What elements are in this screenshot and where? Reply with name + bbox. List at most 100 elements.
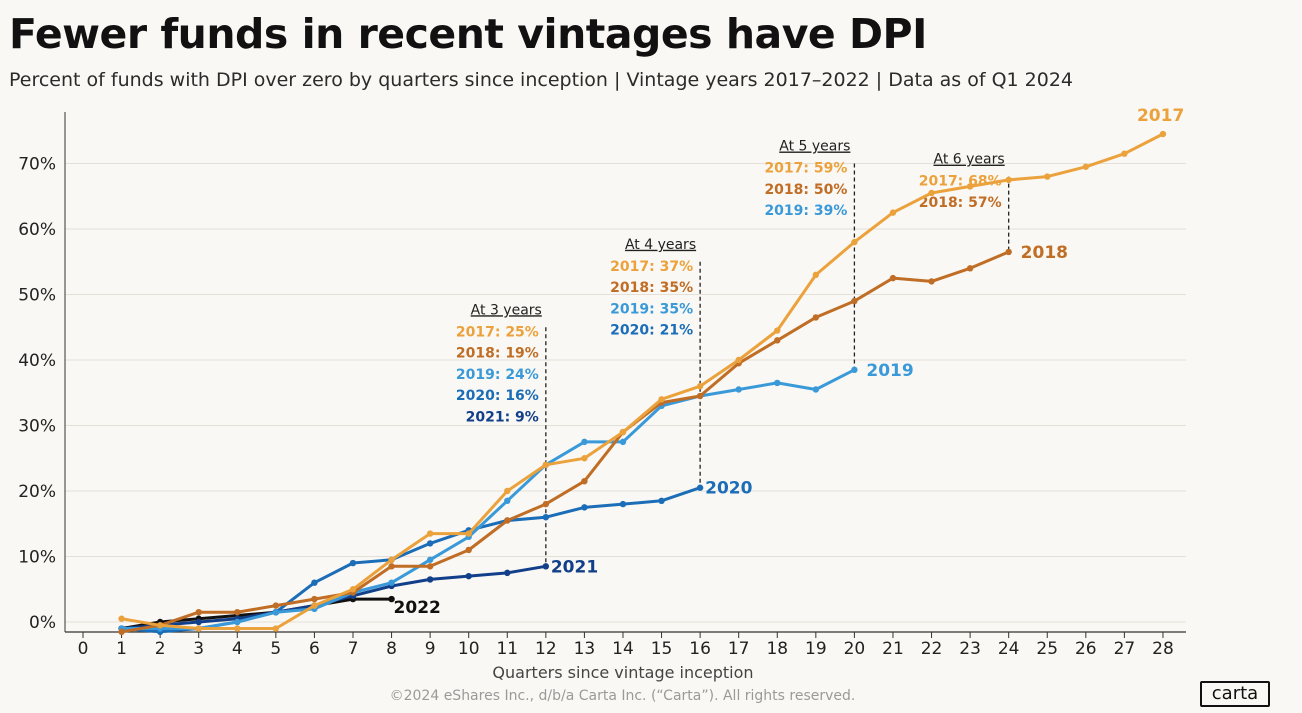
- series-end-label-2017: 2017: [1137, 106, 1184, 126]
- x-tick-label: 26: [1075, 639, 1097, 659]
- series-line-2022: [120, 597, 394, 630]
- data-point-2018: [851, 297, 858, 305]
- x-tick-label: 14: [612, 639, 634, 659]
- data-point-2018: [542, 500, 550, 508]
- series-line-2019: [120, 368, 856, 630]
- data-point-2017: [118, 615, 125, 622]
- data-point-2019: [851, 366, 858, 374]
- data-point-2017: [426, 530, 434, 537]
- y-tick-label: 40%: [18, 351, 56, 371]
- chart-title: Fewer funds in recent vintages have DPI: [9, 10, 927, 58]
- x-tick-label: 20: [844, 639, 866, 659]
- data-point-2017: [272, 625, 280, 632]
- annotation-value: 2019: 39%: [764, 203, 847, 219]
- data-point-2017: [195, 625, 202, 632]
- data-point-2017: [234, 625, 241, 632]
- data-point-2018: [311, 595, 318, 603]
- x-tick-label: 3: [193, 639, 204, 659]
- data-point-2021: [504, 569, 511, 577]
- data-point-2020: [619, 500, 627, 508]
- data-point-2017: [504, 487, 511, 495]
- data-point-2019: [426, 556, 434, 563]
- data-point-2017: [542, 461, 550, 468]
- data-point-2019: [581, 438, 588, 446]
- y-tick-label: 0%: [29, 613, 56, 633]
- data-point-2021: [465, 572, 472, 580]
- annotation-title: At 5 years: [779, 139, 850, 155]
- annotation-value: 2018: 50%: [764, 182, 847, 198]
- data-point-2017: [619, 428, 627, 436]
- carta-logo: carta: [1200, 681, 1270, 707]
- data-point-2022: [388, 595, 395, 603]
- data-point-2018: [426, 563, 434, 570]
- x-tick-label: 27: [1114, 639, 1136, 659]
- x-tick-label: 11: [496, 639, 518, 659]
- data-point-2017: [851, 238, 858, 246]
- annotation-value: 2020: 16%: [456, 388, 539, 404]
- data-point-2019: [774, 379, 781, 387]
- data-point-2018: [234, 608, 241, 616]
- x-tick-label: 22: [921, 639, 943, 659]
- data-point-2021: [542, 563, 550, 570]
- data-point-2018: [889, 274, 897, 282]
- data-point-2018: [966, 265, 974, 272]
- x-tick-label: 12: [535, 639, 557, 659]
- annotation-value: 2018: 19%: [456, 346, 539, 362]
- data-point-2017: [928, 189, 935, 197]
- y-tick-label: 10%: [18, 548, 56, 568]
- x-tick-label: 10: [458, 639, 480, 659]
- data-point-2018: [118, 628, 125, 636]
- x-tick-label: 18: [766, 639, 788, 659]
- x-tick-label: 8: [386, 639, 397, 659]
- annotation-value: 2017: 59%: [764, 161, 847, 177]
- x-tick-label: 0: [78, 639, 89, 659]
- y-tick-label: 60%: [18, 220, 56, 240]
- data-point-2018: [388, 563, 395, 570]
- y-tick-label: 30%: [18, 417, 56, 437]
- data-point-2020: [696, 484, 704, 491]
- x-axis-title: Quarters since vintage inception: [492, 663, 753, 682]
- data-point-2018: [928, 278, 935, 285]
- copyright-notice: ©2024 eShares Inc., d/b/a Carta Inc. (“C…: [389, 688, 856, 704]
- data-point-2018: [1005, 248, 1012, 256]
- x-tick-label: 25: [1036, 639, 1058, 659]
- data-point-2017: [1005, 176, 1012, 184]
- annotation-value: 2021: 9%: [466, 409, 539, 425]
- x-tick-label: 13: [574, 639, 596, 659]
- annotation-value: 2018: 35%: [610, 280, 693, 296]
- series-end-label-2019: 2019: [866, 361, 913, 381]
- x-tick-label: 24: [998, 639, 1020, 659]
- data-point-2017: [1082, 163, 1090, 170]
- series-end-label-2020: 2020: [705, 479, 752, 499]
- data-point-2017: [966, 183, 974, 190]
- annotation-title: At 3 years: [471, 302, 542, 318]
- x-tick-label: 6: [309, 639, 320, 659]
- data-point-2017: [658, 396, 665, 403]
- data-point-2020: [311, 579, 318, 586]
- data-point-2019: [504, 497, 511, 505]
- x-tick-label: 16: [689, 639, 711, 659]
- data-point-2018: [272, 602, 280, 609]
- data-point-2017: [349, 586, 357, 593]
- annotation-value: 2017: 25%: [456, 324, 539, 340]
- series-line-2018: [120, 250, 1011, 634]
- x-tick-label: 5: [270, 639, 281, 659]
- x-tick-label: 2: [155, 639, 166, 659]
- data-point-2020: [581, 504, 588, 511]
- data-point-2017: [1121, 150, 1128, 157]
- x-tick-label: 9: [425, 639, 436, 659]
- series-line-2017: [120, 132, 1165, 630]
- data-point-2018: [812, 314, 820, 321]
- annotation-value: 2017: 37%: [610, 259, 693, 275]
- data-point-2019: [388, 579, 395, 586]
- data-point-2021: [426, 576, 434, 583]
- data-point-2018: [774, 337, 781, 344]
- x-tick-label: 21: [882, 639, 904, 659]
- data-point-2018: [504, 517, 511, 524]
- data-point-2018: [696, 392, 704, 400]
- y-tick-label: 20%: [18, 482, 56, 502]
- data-point-2018: [195, 608, 202, 616]
- annotation-value: 2019: 35%: [610, 301, 693, 317]
- data-point-2017: [1159, 130, 1167, 138]
